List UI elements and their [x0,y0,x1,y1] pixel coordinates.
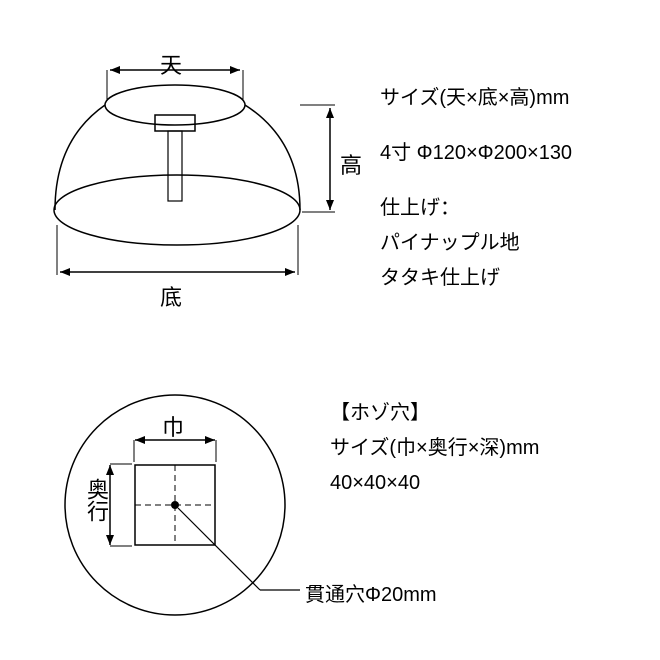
hole-header: 【ホゾ穴】 [330,395,430,431]
finish-line2: タタキ仕上げ [380,260,500,296]
label-height: 高 [340,148,362,180]
size-header-top: サイズ(天×底×高)mm [380,80,569,116]
label-width: 巾 [162,410,184,442]
dome-diagram [54,66,335,276]
finish-line1: パイナップル地 [380,225,520,261]
label-top: 天 [160,48,182,80]
label-bottom: 底 [160,280,182,312]
through-hole-label: 貫通穴Φ20mm [305,577,437,613]
size-header-bottom: サイズ(巾×奥行×深)mm [330,430,539,466]
size-value-bottom: 40×40×40 [330,465,420,501]
label-depth: 奥行 [80,478,112,522]
size-value-top: 4寸 Φ120×Φ200×130 [380,135,572,171]
finish-label: 仕上げ： [380,190,460,226]
